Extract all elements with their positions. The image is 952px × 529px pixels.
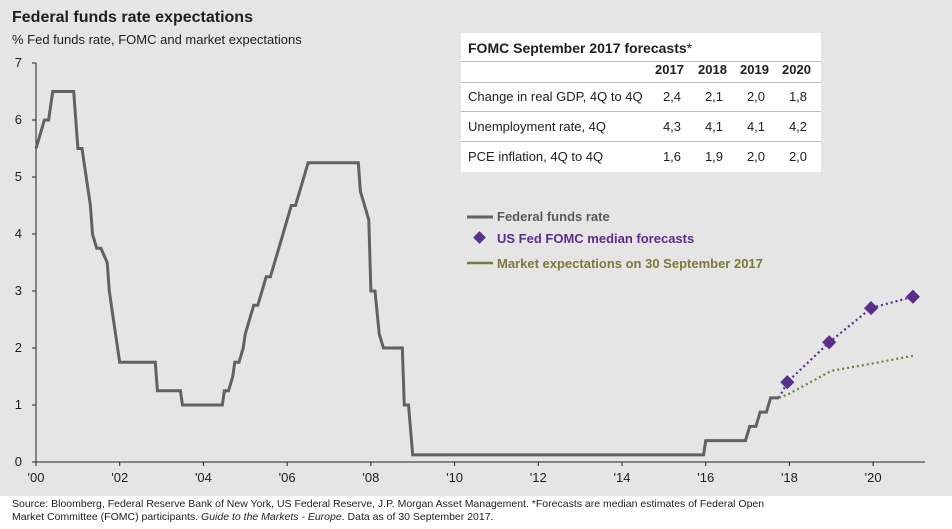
- table-cell: 1,9: [704, 149, 724, 164]
- x-tick-label: '02: [111, 470, 128, 485]
- table-cell: 1,6: [662, 149, 682, 164]
- table-cell: 4,1: [746, 119, 766, 134]
- table-rule: [461, 82, 821, 83]
- y-tick-label: 4: [15, 226, 22, 241]
- table-cell: 1,8: [788, 89, 808, 104]
- fomc-forecast-diamond: [863, 301, 879, 316]
- chart-subtitle: % Fed funds rate, FOMC and market expect…: [12, 32, 302, 47]
- y-tick-label: 6: [15, 112, 22, 127]
- legend-label-market: Market expectations on 30 September 2017: [497, 256, 763, 271]
- table-cell: 2,0: [746, 89, 766, 104]
- x-tick-label: '08: [362, 470, 379, 485]
- series-line-fomc: [778, 295, 914, 399]
- table-cell: 2,4: [662, 89, 682, 104]
- source-text: Market Committee (FOMC) participants.: [12, 511, 202, 523]
- table-title: FOMC September 2017 forecasts*: [468, 40, 692, 56]
- legend-swatches: [467, 215, 493, 265]
- table-rule: [461, 111, 821, 112]
- table-year-header: 2017: [655, 62, 684, 77]
- table-cell: 4,2: [788, 119, 808, 134]
- table-row-label: Change in real GDP, 4Q to 4Q: [468, 89, 643, 104]
- legend-label-fomc: US Fed FOMC median forecasts: [497, 231, 695, 246]
- y-tick-label: 1: [15, 397, 22, 412]
- x-tick-label: '04: [195, 470, 212, 485]
- x-tick-label: '06: [279, 470, 296, 485]
- legend-swatch-fomc-diamond: [473, 231, 486, 244]
- chart-marks: [34, 90, 920, 457]
- fomc-forecast-diamond: [780, 375, 795, 390]
- y-tick-label: 2: [15, 340, 22, 355]
- table-year-header: 2020: [782, 62, 811, 77]
- series-line-fed-funds: [34, 90, 779, 457]
- table-title-text: FOMC September 2017 forecasts: [468, 40, 687, 56]
- x-tick-label: '10: [446, 470, 463, 485]
- table-rule: [461, 61, 821, 62]
- chart-title: Federal funds rate expectations: [12, 9, 253, 26]
- table-title-asterisk: *: [686, 40, 693, 56]
- legend-label-fed-funds: Federal funds rate: [497, 209, 610, 224]
- table-row-label: PCE inflation, 4Q to 4Q: [468, 149, 604, 164]
- y-tick-label: 0: [15, 454, 22, 469]
- fomc-forecast-diamond: [822, 335, 837, 350]
- source-date: . Data as of 30 September 2017.: [341, 511, 494, 523]
- x-tick-label: '18: [781, 470, 798, 485]
- y-tick-label: 5: [15, 169, 22, 184]
- table-cell: 2,0: [788, 149, 808, 164]
- x-tick-label: '16: [697, 470, 714, 485]
- x-tick-label: '14: [614, 470, 631, 485]
- table-rule: [461, 141, 821, 142]
- source-note: Source: Bloomberg, Federal Reserve Bank …: [12, 498, 764, 524]
- y-tick-label: 3: [15, 283, 22, 298]
- axes: 0 1 2 3 4 5 6 7 '00 '02 '04 '06 '08 '10 '12 '14 '16 '18 '2…: [15, 55, 925, 485]
- table-cell: 4,1: [704, 119, 724, 134]
- table-year-header: 2018: [698, 62, 727, 77]
- source-publication: Guide to the Markets - Europe: [201, 511, 342, 523]
- table-cell: 2,1: [704, 89, 724, 104]
- x-tick-label: '20: [865, 470, 882, 485]
- table-cell: 2,0: [746, 149, 766, 164]
- fomc-forecast-diamond: [905, 289, 920, 304]
- y-tick-label: 7: [15, 55, 22, 70]
- table-cell: 4,3: [662, 119, 682, 134]
- table-year-header: 2019: [740, 62, 769, 77]
- source-line-1: Source: Bloomberg, Federal Reserve Bank …: [12, 498, 765, 510]
- x-tick-label: '00: [28, 470, 45, 485]
- x-tick-label: '12: [530, 470, 547, 485]
- series-line-market: [778, 354, 916, 399]
- source-line-2: Market Committee (FOMC) participants. Gu…: [12, 511, 764, 524]
- forecast-table: FOMC September 2017 forecasts* 2017 2018…: [461, 33, 821, 172]
- table-row-label: Unemployment rate, 4Q: [468, 119, 607, 134]
- chart-area: 0 1 2 3 4 5 6 7 '00 '02 '04 '06 '08 '10 '12 '14 '16 '18 '2…: [15, 55, 925, 485]
